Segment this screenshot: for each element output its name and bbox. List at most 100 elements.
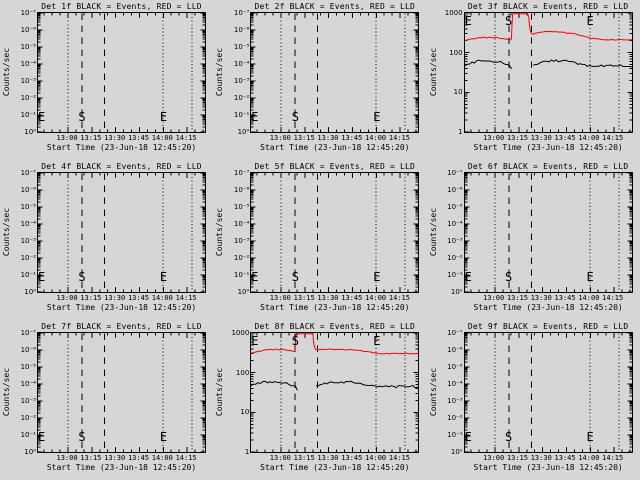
y-tick-label: 10⁻⁵	[233, 43, 250, 51]
y-tick-label: 10⁰	[24, 128, 36, 136]
y-tick-label: 10⁻²	[20, 94, 36, 102]
y-tick-label: 1000	[444, 9, 463, 17]
marker-letter-E: E	[251, 334, 259, 348]
plot-cell-det-3f: Det 3f BLACK = Events, RED = LLD Counts/s…	[427, 0, 640, 160]
axis-ticks	[251, 332, 419, 453]
y-tick-label: 10⁻⁵	[20, 203, 36, 211]
y-tick-label: 10⁰	[24, 288, 36, 296]
x-tick-label: 13:45	[341, 454, 363, 462]
y-tick-label: 10⁻⁵	[447, 203, 463, 211]
plot-frame	[37, 172, 206, 293]
x-tick-label: 13:45	[341, 294, 363, 302]
y-tick-label: 10⁰	[450, 448, 463, 456]
marker-letter-E: E	[373, 110, 381, 124]
y-tick-label: 10⁻⁴	[20, 220, 36, 228]
plot-cell-det-4f: Det 4f BLACK = Events, RED = LLD Counts/s…	[0, 160, 213, 320]
y-tick-label: 10⁻⁴	[20, 60, 36, 68]
plot-cell-det-9f: Det 9f BLACK = Events, RED = LLD Counts/s…	[427, 320, 640, 480]
plot-canvas	[250, 172, 420, 293]
marker-letter-E: E	[38, 110, 46, 124]
x-axis-title: Start Time (23-Jun-18 12:45:20)	[260, 303, 410, 312]
plot-title: Det 5f BLACK = Events, RED = LLD	[254, 162, 416, 171]
y-tick-label: 10⁻⁶	[20, 346, 36, 354]
axis-ticks	[464, 12, 632, 133]
plot-frame	[463, 332, 633, 453]
x-tick-label: 13:00	[483, 454, 505, 462]
y-tick-label: 10	[240, 408, 250, 417]
x-tick-label: 14:15	[602, 454, 624, 462]
y-tick-label: 10⁻⁴	[233, 220, 250, 228]
y-tick-label: 10⁻³	[447, 397, 463, 405]
x-tick-label: 13:15	[506, 134, 528, 142]
x-axis-title: Start Time (23-Jun-18 12:45:20)	[260, 143, 410, 152]
marker-letter-S: S	[505, 270, 513, 284]
x-tick-label: 13:15	[80, 294, 102, 302]
marker-letter-E: E	[38, 270, 46, 284]
axis-ticks	[251, 12, 419, 133]
plot-frame	[463, 12, 633, 133]
plot-cell-det-1f: Det 1f BLACK = Events, RED = LLD Counts/s…	[0, 0, 213, 160]
y-tick-label: 10⁻²	[20, 254, 36, 262]
axis-ticks	[464, 332, 632, 453]
marker-letter-E: E	[38, 430, 46, 444]
y-tick-label: 10⁻¹	[447, 271, 463, 279]
y-tick-label: 10⁻³	[20, 77, 36, 85]
y-tick-label: 10⁻⁵	[233, 203, 250, 211]
y-tick-label: 10⁻³	[20, 237, 36, 245]
plot-frame	[250, 172, 420, 293]
x-tick-label: 13:15	[80, 134, 102, 142]
x-tick-label: 13:30	[530, 134, 552, 142]
y-tick-label: 10⁻⁴	[447, 220, 463, 228]
y-tick-label: 10⁻¹	[233, 271, 250, 279]
x-axis-title: Start Time (23-Jun-18 12:45:20)	[46, 303, 197, 312]
plot-cell-det-2f: Det 2f BLACK = Events, RED = LLD Counts/s…	[213, 0, 426, 160]
axes-frame	[37, 12, 206, 133]
y-tick-label: 10⁰	[24, 448, 36, 456]
plot-title: Det 3f BLACK = Events, RED = LLD	[467, 2, 629, 11]
lld-series-line	[251, 333, 419, 355]
x-tick-label: 14:00	[578, 294, 600, 302]
marker-letter-E: E	[251, 270, 259, 284]
x-tick-label: 14:15	[175, 134, 197, 142]
y-tick-label: 10⁻⁷	[233, 9, 250, 17]
y-tick-label: 10⁻⁶	[233, 26, 250, 34]
y-tick-label: 10⁻⁷	[20, 169, 36, 177]
y-tick-label: 10⁻¹	[233, 111, 250, 119]
x-tick-label: 13:45	[554, 134, 576, 142]
x-tick-label: 13:00	[56, 454, 78, 462]
events-series-line	[250, 380, 299, 391]
y-tick-label: 10⁻³	[233, 237, 250, 245]
x-tick-label: 13:00	[56, 134, 78, 142]
x-tick-label: 14:15	[602, 134, 624, 142]
x-tick-label: 13:00	[269, 294, 291, 302]
x-axis-title: Start Time (23-Jun-18 12:45:20)	[260, 463, 410, 472]
x-tick-label: 14:00	[578, 454, 600, 462]
axes-frame	[463, 332, 633, 453]
y-tick-label: 10⁻⁷	[447, 329, 463, 337]
x-tick-label: 14:15	[175, 454, 197, 462]
x-tick-label: 13:45	[127, 294, 150, 302]
plot-title: Det 9f BLACK = Events, RED = LLD	[467, 322, 629, 331]
y-tick-label: 1000	[231, 329, 250, 337]
plot-canvas	[37, 172, 206, 293]
events-series-line	[316, 380, 419, 389]
y-tick-label: 10⁻⁵	[20, 363, 36, 371]
plot-canvas	[463, 332, 633, 453]
x-tick-label: 13:15	[293, 294, 315, 302]
x-tick-label: 13:30	[104, 294, 126, 302]
plot-cell-det-8f: Det 8f BLACK = Events, RED = LLD Counts/s…	[213, 320, 426, 480]
x-tick-label: 14:00	[578, 134, 600, 142]
lld-series-line	[464, 13, 632, 41]
marker-letter-E: E	[373, 334, 381, 348]
marker-letter-E: E	[373, 270, 381, 284]
y-tick-label: 10⁻¹	[20, 431, 36, 439]
marker-letter-E: E	[464, 14, 472, 28]
y-tick-label: 10⁻⁷	[20, 9, 36, 17]
plot-title: Det 8f BLACK = Events, RED = LLD	[254, 322, 416, 331]
x-tick-label: 13:45	[554, 454, 576, 462]
x-tick-label: 13:00	[483, 134, 505, 142]
y-tick-label: 10⁻⁶	[20, 26, 36, 34]
plot-title: Det 4f BLACK = Events, RED = LLD	[41, 162, 202, 171]
plot-canvas	[37, 12, 206, 133]
